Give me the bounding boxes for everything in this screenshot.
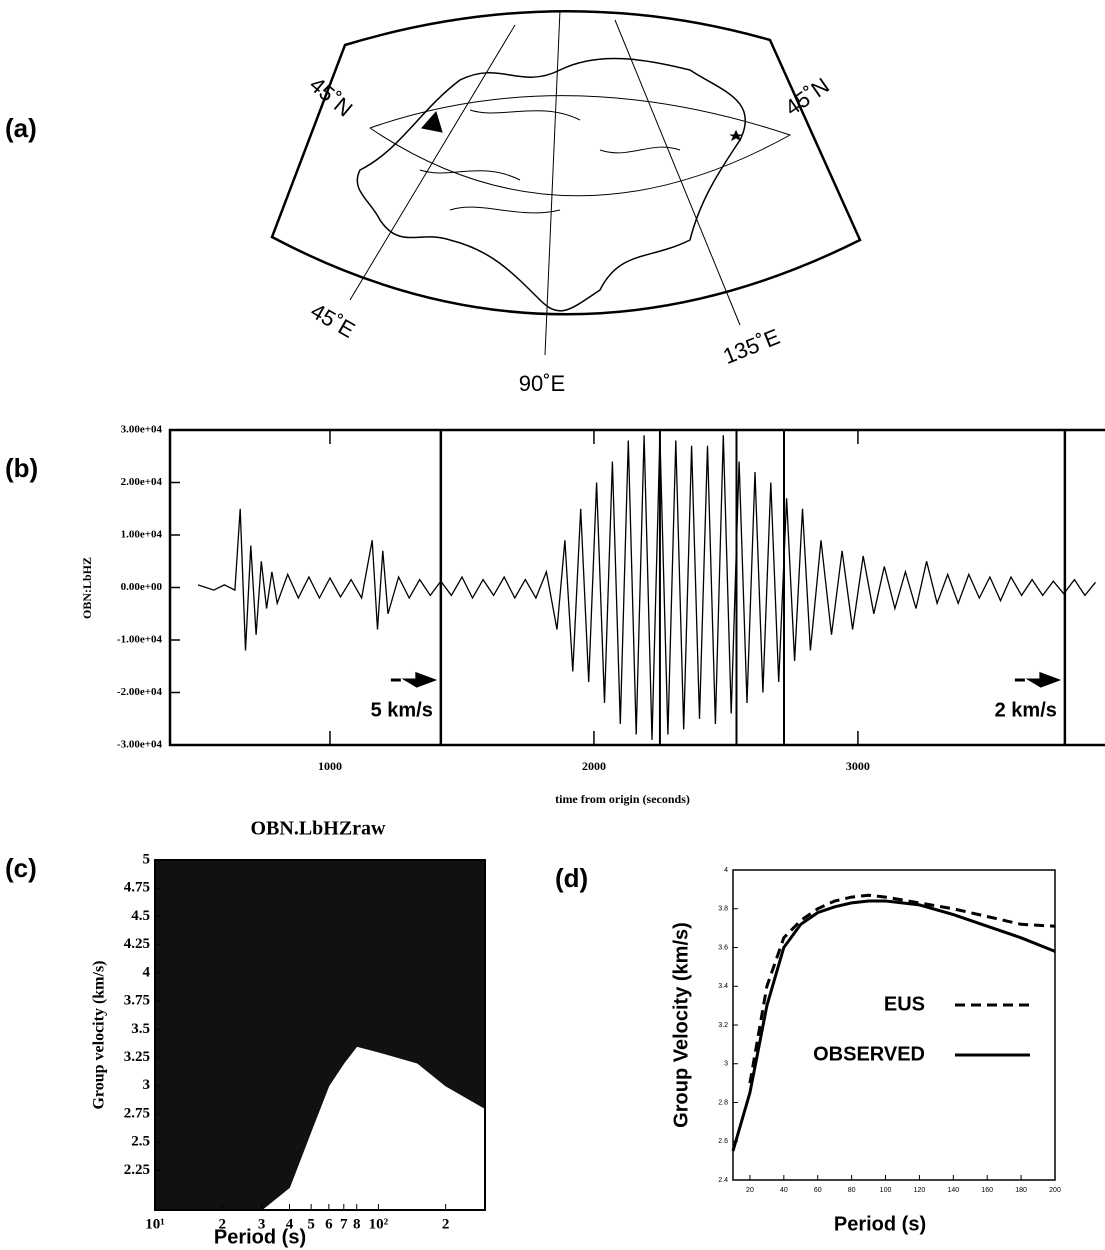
map-frame [270,9,862,316]
y-tick-label: 1.00e+04 [121,529,163,541]
borders [419,109,681,214]
map-label: 45˚N [305,72,358,122]
y-axis-title: Group velocity (km/s) [91,960,108,1109]
panel-label: (c) [5,853,37,883]
y-tick-label: 3.5 [131,1021,150,1037]
panel-label: (a) [5,113,37,143]
y-tick-label: 5 [143,851,151,867]
curve [731,899,1056,1152]
x-tick-label: 6 [325,1216,333,1232]
y-tick-label: 2.75 [124,1105,150,1121]
y-tick-label: 4 [143,964,151,980]
station [421,110,443,133]
x-tick-label: 160 [981,1187,993,1194]
x-tick-label: 120 [914,1187,926,1194]
x-axis-title: time from origin (seconds) [555,792,690,806]
y-tick-label: 3 [724,1061,728,1068]
parallel [369,95,792,197]
panel-label: (d) [555,863,588,893]
curve [748,893,1056,1084]
y-tick-label: 4.5 [131,908,150,924]
plot-frame [732,869,1056,1181]
y-tick-label: -2.00e+04 [117,686,163,698]
x-tick-label: 2 [219,1216,227,1232]
x-tick-label: 8 [353,1216,361,1232]
x-tick-label: 20 [746,1187,754,1194]
map [270,9,862,356]
x-tick-label: 10² [369,1216,389,1232]
x-tick-label: 3 [258,1216,266,1232]
y-tick-label: 3.25 [124,1049,150,1065]
event [729,129,743,142]
y-tick-label: 2.4 [718,1177,728,1184]
waveform [197,435,1097,740]
x-tick-label: 180 [1015,1187,1027,1194]
plot-frame [154,859,486,1211]
y-tick-label: 2.25 [124,1162,150,1178]
x-tick-label: 2 [442,1216,450,1232]
y-tick-label: 2.00e+04 [121,476,163,488]
y-tick-label: -3.00e+04 [117,739,163,751]
y-tick-label: 3.2 [718,1022,728,1029]
velocity-label: 2 km/s [995,699,1057,721]
x-tick-label: 200 [1049,1187,1061,1194]
y-tick-label: 0.00e+00 [121,581,163,593]
x-tick-label: 100 [880,1187,892,1194]
x-tick-label: 5 [307,1216,315,1232]
coastline [356,57,747,312]
arrow [1014,671,1062,688]
y-axis-title: Group Velocity (km/s) [670,922,692,1128]
x-tick-label: 4 [286,1216,294,1232]
x-tick-label: 2000 [582,759,606,773]
x-tick-label: 40 [780,1187,788,1194]
y-tick-label: 2.8 [718,1099,728,1106]
legend-label: EUS [884,993,925,1015]
panel-label: (b) [5,453,38,483]
x-tick-label: 3000 [846,759,870,773]
x-tick-label: 1000 [318,759,342,773]
y-tick-label: 4.25 [124,936,150,952]
map-label: 90˚E [519,371,565,396]
map-label: 135˚E [719,324,783,369]
map-label: 45˚E [306,298,359,343]
meridians [349,9,741,356]
y-tick-label: 4 [724,867,728,874]
x-tick-label: 80 [848,1187,856,1194]
x-tick-label: 60 [814,1187,822,1194]
arrow [390,671,438,688]
y-tick-label: -1.00e+04 [117,634,163,646]
velocity-label: 5 km/s [371,699,433,721]
x-tick-label: 10¹ [145,1216,165,1232]
chart-title: OBN.LbHZraw [250,818,386,840]
y-tick-label: 4.75 [124,880,150,896]
y-tick-label: 2.6 [718,1138,728,1145]
y-tick-label: 2.5 [131,1134,150,1150]
y-tick-label: 3.8 [718,906,728,913]
x-axis-title: Period (s) [214,1226,306,1248]
x-axis-title: Period (s) [834,1213,926,1235]
y-tick-label: 3.75 [124,993,150,1009]
y-tick-label: 3.6 [718,944,728,951]
y-axis-title: OBN:LbHZ [80,557,94,619]
y-tick-label: 3.00e+04 [121,424,163,436]
legend-label: OBSERVED [813,1043,925,1065]
y-tick-label: 3.4 [718,983,728,990]
y-tick-label: 3 [143,1077,151,1093]
x-tick-label: 7 [340,1216,348,1232]
x-tick-label: 140 [947,1187,959,1194]
